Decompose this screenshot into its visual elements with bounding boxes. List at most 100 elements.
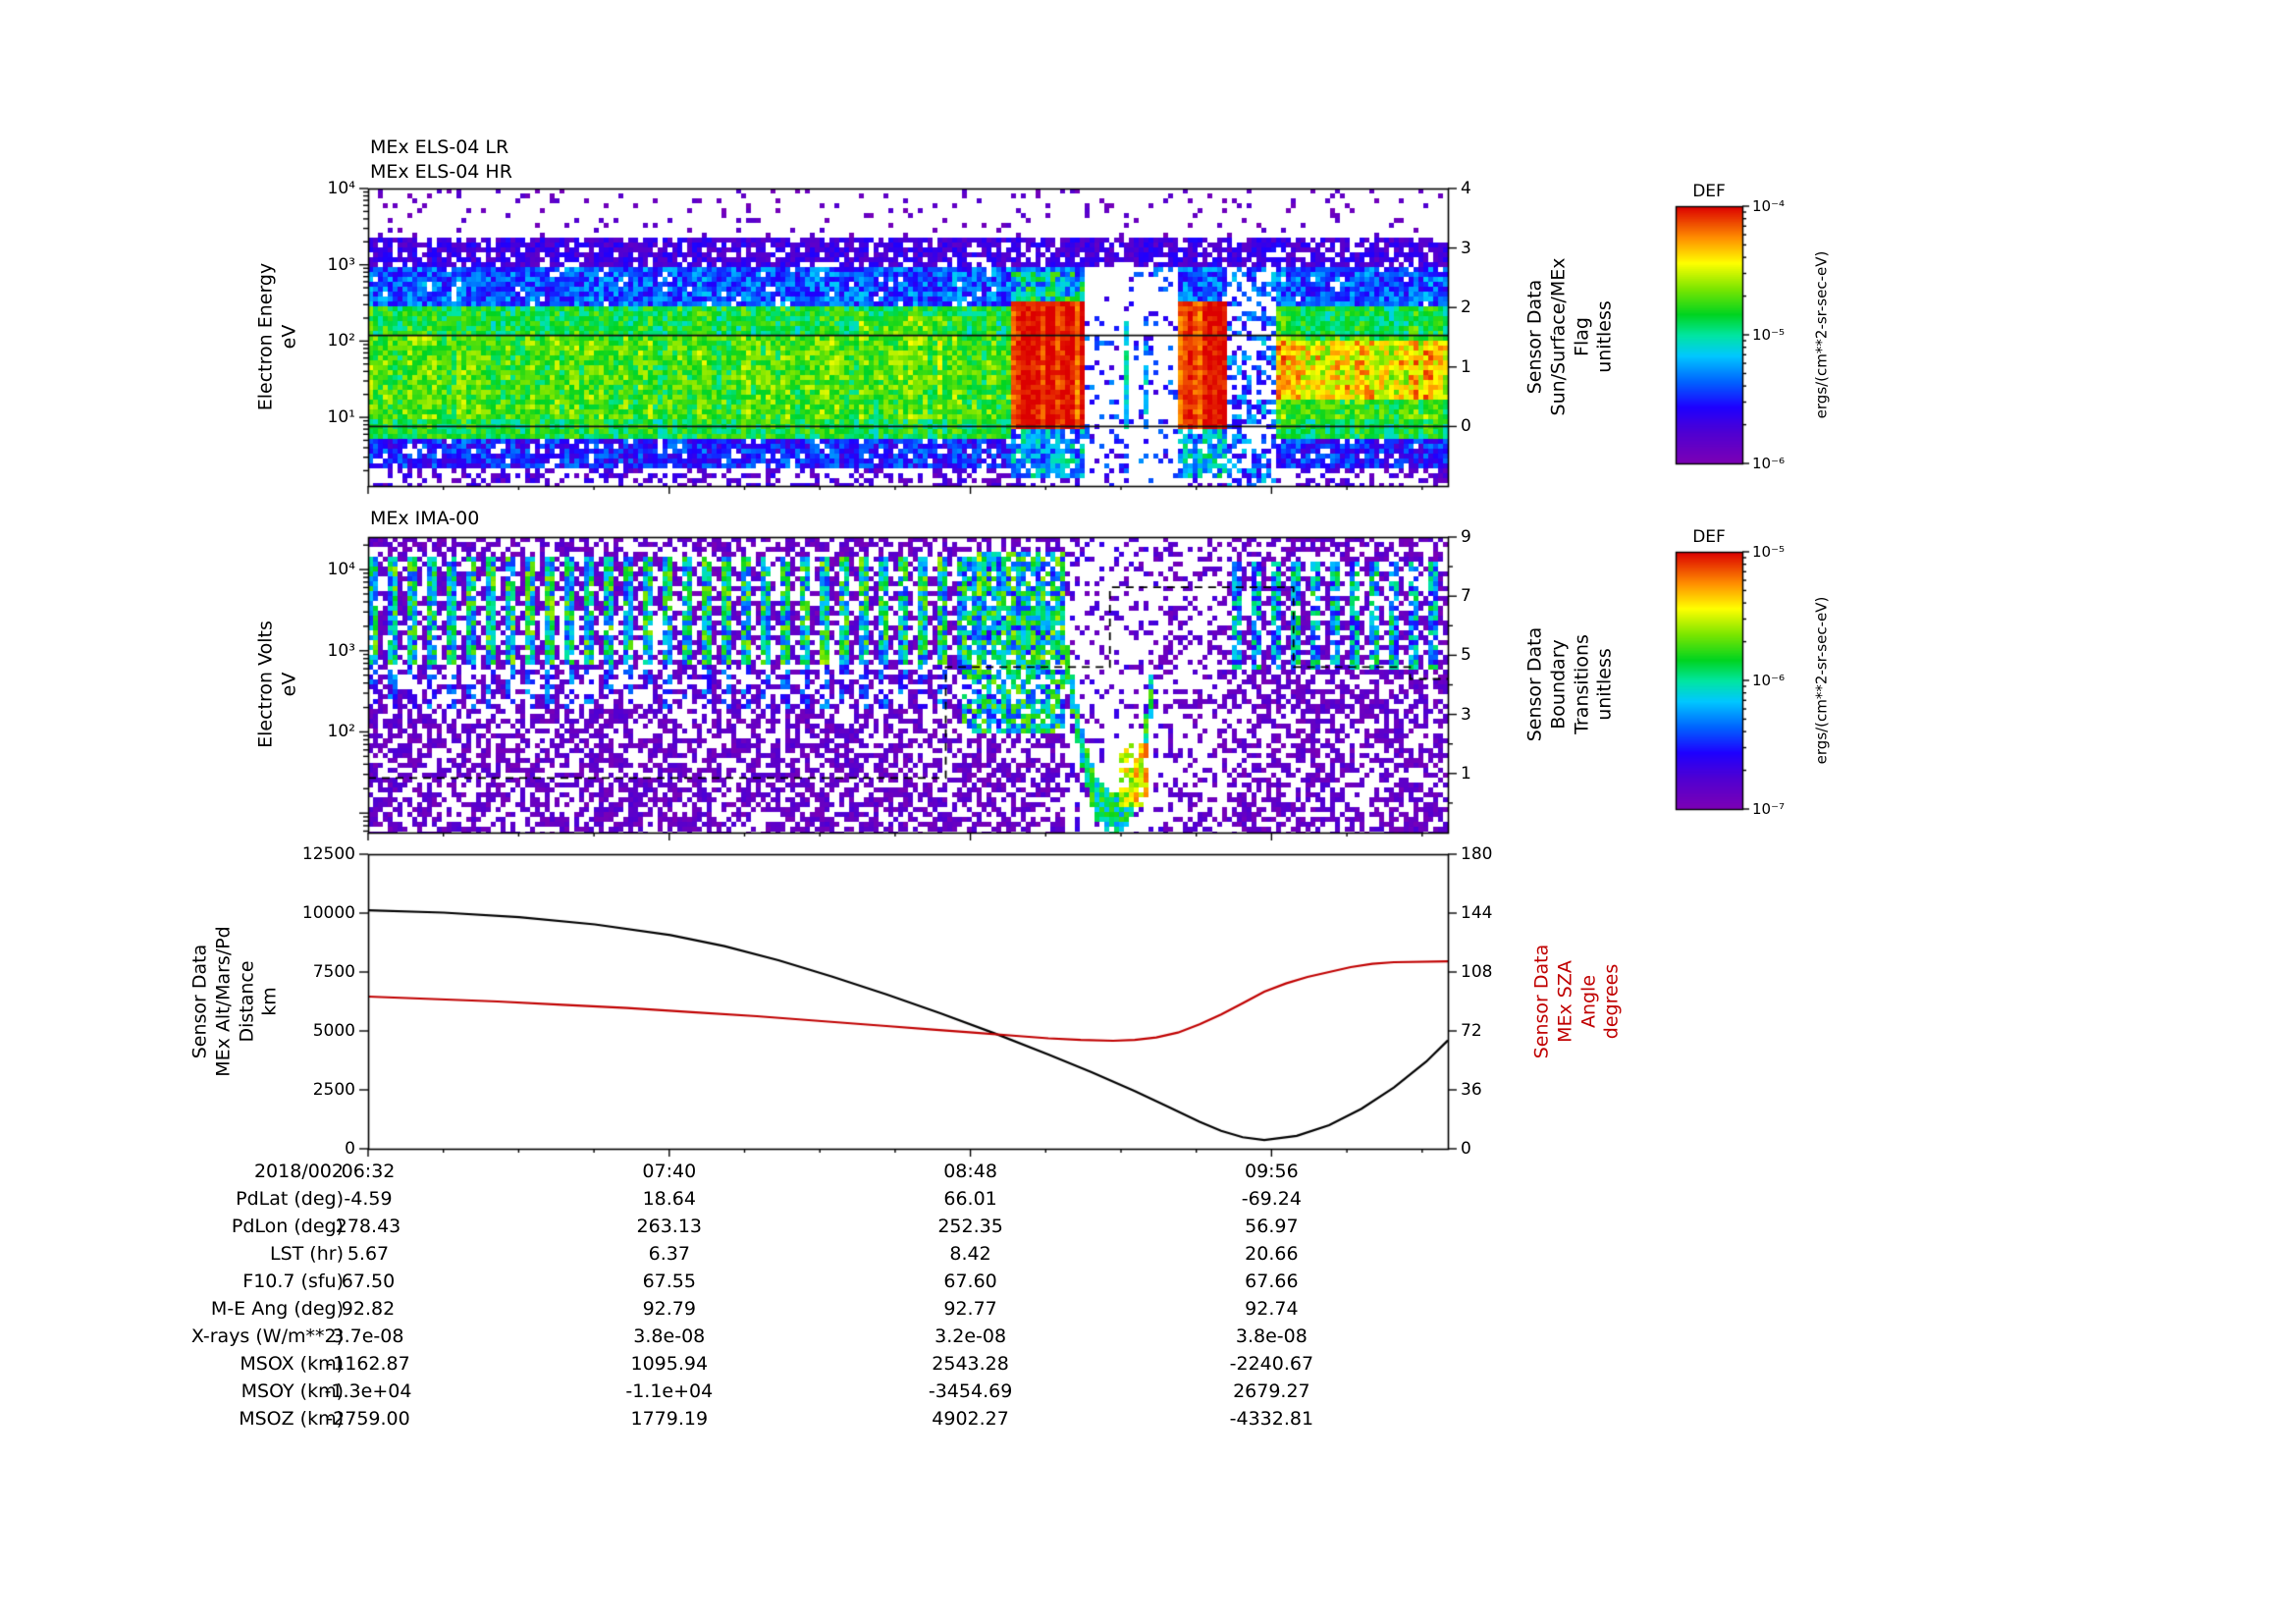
ts-right-label: Sensor Data MEx SZA Angle degrees bbox=[1530, 944, 1623, 1059]
table-cell-value: 2543.28 bbox=[932, 1353, 1009, 1375]
table-row-label: MSOZ (km) bbox=[239, 1408, 344, 1430]
table-cell-value: -69.24 bbox=[1241, 1188, 1302, 1210]
table-row-label: MSOX (km) bbox=[240, 1353, 344, 1375]
els-title-hr: MEx ELS-04 HR bbox=[370, 161, 512, 183]
colorbar1-units: ergs/(cm**2-sr-sec-eV) bbox=[1812, 250, 1831, 419]
els-right-label: Sensor Data Sun/Surface/MEx Flag unitles… bbox=[1523, 257, 1616, 416]
colorbar-tick-label: 10⁻⁶ bbox=[1752, 455, 1786, 472]
table-cell-value: -1162.87 bbox=[326, 1353, 410, 1375]
table-row-label: PdLat (deg) bbox=[236, 1188, 344, 1210]
ima-right-label: Sensor Data Boundary Transitions unitles… bbox=[1523, 626, 1616, 742]
ts-ytick-label: 7500 bbox=[312, 962, 355, 982]
ts-right-tick-label: 0 bbox=[1461, 1139, 1471, 1159]
table-cell-value: 92.82 bbox=[341, 1298, 396, 1320]
ts-right-tick-label: 180 bbox=[1461, 844, 1493, 864]
table-cell-value: 67.55 bbox=[642, 1271, 696, 1292]
els-ytick-label: 10⁴ bbox=[327, 179, 355, 198]
ima-ytick-label: 10² bbox=[327, 722, 355, 742]
ima-right-tick-label: 5 bbox=[1461, 645, 1471, 666]
x-tick-label: 08:48 bbox=[943, 1161, 997, 1182]
table-row-label: X-rays (W/m**2) bbox=[190, 1325, 344, 1347]
table-cell-value: 67.66 bbox=[1245, 1271, 1299, 1292]
colorbar-tick-label: 10⁻⁵ bbox=[1752, 543, 1786, 561]
table-cell-value: 2679.27 bbox=[1233, 1380, 1310, 1402]
ts-ytick-label: 0 bbox=[345, 1139, 355, 1159]
x-tick-label: 09:56 bbox=[1244, 1161, 1299, 1182]
table-cell-value: 92.79 bbox=[642, 1298, 696, 1320]
x-tick-label: 07:40 bbox=[642, 1161, 697, 1182]
ts-right-tick-label: 144 bbox=[1461, 903, 1493, 923]
ts-ylabel: Sensor Data MEx Alt/Mars/Pd Distance km bbox=[188, 926, 281, 1077]
date-label: 2018/002 bbox=[253, 1161, 344, 1182]
table-cell-value: -1.1e+04 bbox=[625, 1380, 714, 1402]
table-cell-value: 1779.19 bbox=[630, 1408, 709, 1430]
table-cell-value: 263.13 bbox=[636, 1216, 703, 1237]
els-right-tick-label: 4 bbox=[1461, 179, 1471, 198]
table-cell-value: 5.67 bbox=[347, 1243, 390, 1265]
ima-ytick-label: 10³ bbox=[327, 640, 355, 661]
els-ytick-label: 10² bbox=[327, 331, 355, 352]
table-cell-value: 3.2e-08 bbox=[934, 1325, 1007, 1347]
colorbar2-title: DEF bbox=[1692, 527, 1726, 547]
table-cell-value: 20.66 bbox=[1245, 1243, 1299, 1265]
table-cell-value: 67.60 bbox=[943, 1271, 997, 1292]
ts-right-tick-label: 72 bbox=[1461, 1021, 1482, 1041]
ima-right-tick-label: 1 bbox=[1461, 763, 1471, 784]
table-cell-value: 252.35 bbox=[937, 1216, 1003, 1237]
table-cell-value: 3.8e-08 bbox=[633, 1325, 706, 1347]
table-row-label: F10.7 (sfu) bbox=[242, 1271, 344, 1292]
table-cell-value: 92.77 bbox=[943, 1298, 997, 1320]
table-cell-value: -2240.67 bbox=[1229, 1353, 1314, 1375]
ts-ytick-label: 5000 bbox=[312, 1021, 355, 1041]
colorbar2-units: ergs/(cm**2-sr-sec-eV) bbox=[1812, 596, 1831, 765]
table-cell-value: 66.01 bbox=[943, 1188, 997, 1210]
els-ytick-label: 10¹ bbox=[327, 407, 355, 428]
table-cell-value: 3.7e-08 bbox=[332, 1325, 404, 1347]
table-cell-value: -1.3e+04 bbox=[324, 1380, 412, 1402]
ts-right-tick-label: 108 bbox=[1461, 962, 1493, 982]
colorbar1-title: DEF bbox=[1692, 182, 1726, 201]
table-cell-value: -4.59 bbox=[344, 1188, 393, 1210]
ts-ytick-label: 12500 bbox=[301, 844, 355, 864]
ts-ytick-label: 10000 bbox=[301, 903, 355, 923]
table-cell-value: 18.64 bbox=[642, 1188, 696, 1210]
table-cell-value: -4332.81 bbox=[1229, 1408, 1314, 1430]
colorbar-tick-label: 10⁻⁵ bbox=[1752, 326, 1786, 344]
table-cell-value: 56.97 bbox=[1245, 1216, 1299, 1237]
ima-right-tick-label: 7 bbox=[1461, 586, 1471, 607]
els-title-lr: MEx ELS-04 LR bbox=[370, 136, 509, 158]
table-row-label: PdLon (deg) bbox=[231, 1216, 344, 1237]
els-right-tick-label: 0 bbox=[1461, 416, 1471, 437]
ima-title: MEx IMA-00 bbox=[370, 508, 480, 529]
els-right-tick-label: 2 bbox=[1461, 298, 1471, 318]
table-cell-value: 1095.94 bbox=[630, 1353, 709, 1375]
els-right-tick-label: 1 bbox=[1461, 356, 1471, 377]
els-ylabel: Electron Energy eV bbox=[254, 262, 299, 411]
table-cell-value: 67.50 bbox=[341, 1271, 396, 1292]
table-row-label: LST (hr) bbox=[270, 1243, 344, 1265]
ima-ylabel: Electron Volts eV bbox=[254, 621, 299, 748]
ts-right-tick-label: 36 bbox=[1461, 1080, 1482, 1100]
table-cell-value: 6.37 bbox=[648, 1243, 690, 1265]
colorbar-tick-label: 10⁻⁶ bbox=[1752, 672, 1786, 689]
table-cell-value: 278.43 bbox=[335, 1216, 401, 1237]
table-row-label: M-E Ang (deg) bbox=[210, 1298, 344, 1320]
colorbar-tick-label: 10⁻⁴ bbox=[1752, 197, 1786, 215]
x-tick-label: 06:32 bbox=[341, 1161, 396, 1182]
colorbar-tick-label: 10⁻⁷ bbox=[1752, 800, 1786, 818]
ts-ytick-label: 2500 bbox=[312, 1080, 355, 1100]
els-ytick-label: 10³ bbox=[327, 254, 355, 275]
table-cell-value: 3.8e-08 bbox=[1235, 1325, 1308, 1347]
table-cell-value: 8.42 bbox=[949, 1243, 991, 1265]
table-cell-value: -3454.69 bbox=[928, 1380, 1013, 1402]
ima-right-tick-label: 3 bbox=[1461, 704, 1471, 725]
ima-ytick-label: 10⁴ bbox=[327, 560, 355, 580]
table-cell-value: 92.74 bbox=[1245, 1298, 1299, 1320]
table-cell-value: 4902.27 bbox=[932, 1408, 1009, 1430]
els-right-tick-label: 3 bbox=[1461, 238, 1471, 258]
table-row-label: MSOY (km) bbox=[240, 1380, 344, 1402]
table-cell-value: -2759.00 bbox=[326, 1408, 410, 1430]
ima-right-tick-label: 9 bbox=[1461, 527, 1471, 547]
